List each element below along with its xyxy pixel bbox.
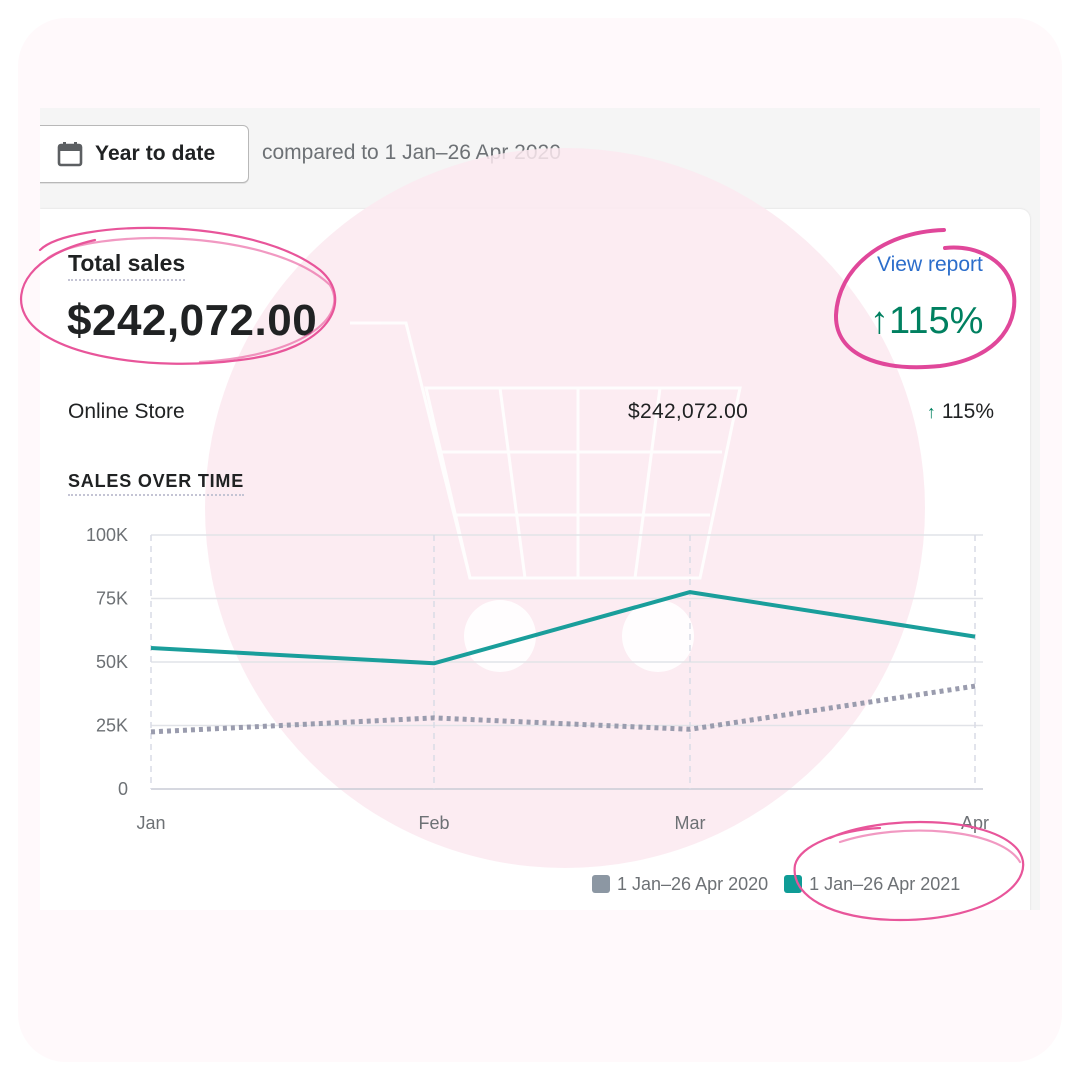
sales-over-time-title: SALES OVER TIME (68, 471, 245, 496)
total-change-value: 115% (889, 300, 984, 342)
view-report-link[interactable]: View report (877, 253, 983, 276)
comparison-period-text: compared to 1 Jan–26 Apr 2020 (262, 141, 561, 164)
breakdown-row-online-store: Online Store $242,072.00 ↑ 115% (68, 400, 994, 430)
up-arrow-icon: ↑ (870, 300, 889, 342)
date-toolbar: Year to date compared to 1 Jan–26 Apr 20… (40, 108, 1040, 208)
up-arrow-icon: ↑ (926, 402, 936, 422)
channel-change: ↑ 115% (927, 400, 994, 424)
legend-swatch (784, 875, 803, 893)
channel-name: Online Store (68, 400, 185, 423)
date-range-label: Year to date (95, 142, 216, 165)
legend-swatch (592, 875, 610, 893)
legend-label: 1 Jan–26 Apr 2021 (809, 873, 961, 894)
analytics-panel: Year to date compared to 1 Jan–26 Apr 20… (40, 108, 1040, 910)
channel-change-value: 115% (941, 400, 994, 423)
total-sales-title: Total sales (68, 250, 186, 281)
total-sales-value: $242,072.00 (67, 296, 318, 345)
date-range-button[interactable]: Year to date (40, 125, 249, 183)
chart-legend: 1 Jan–26 Apr 2020 1 Jan–26 Apr 2021 (592, 872, 960, 896)
calendar-icon (57, 141, 83, 167)
channel-value: $242,072.00 (628, 400, 749, 423)
total-change-indicator: ↑115% (870, 300, 983, 343)
legend-item-2021[interactable]: 1 Jan–26 Apr 2021 (784, 874, 960, 895)
legend-label: 1 Jan–26 Apr 2020 (617, 873, 769, 894)
legend-item-2020[interactable]: 1 Jan–26 Apr 2020 (592, 874, 768, 895)
